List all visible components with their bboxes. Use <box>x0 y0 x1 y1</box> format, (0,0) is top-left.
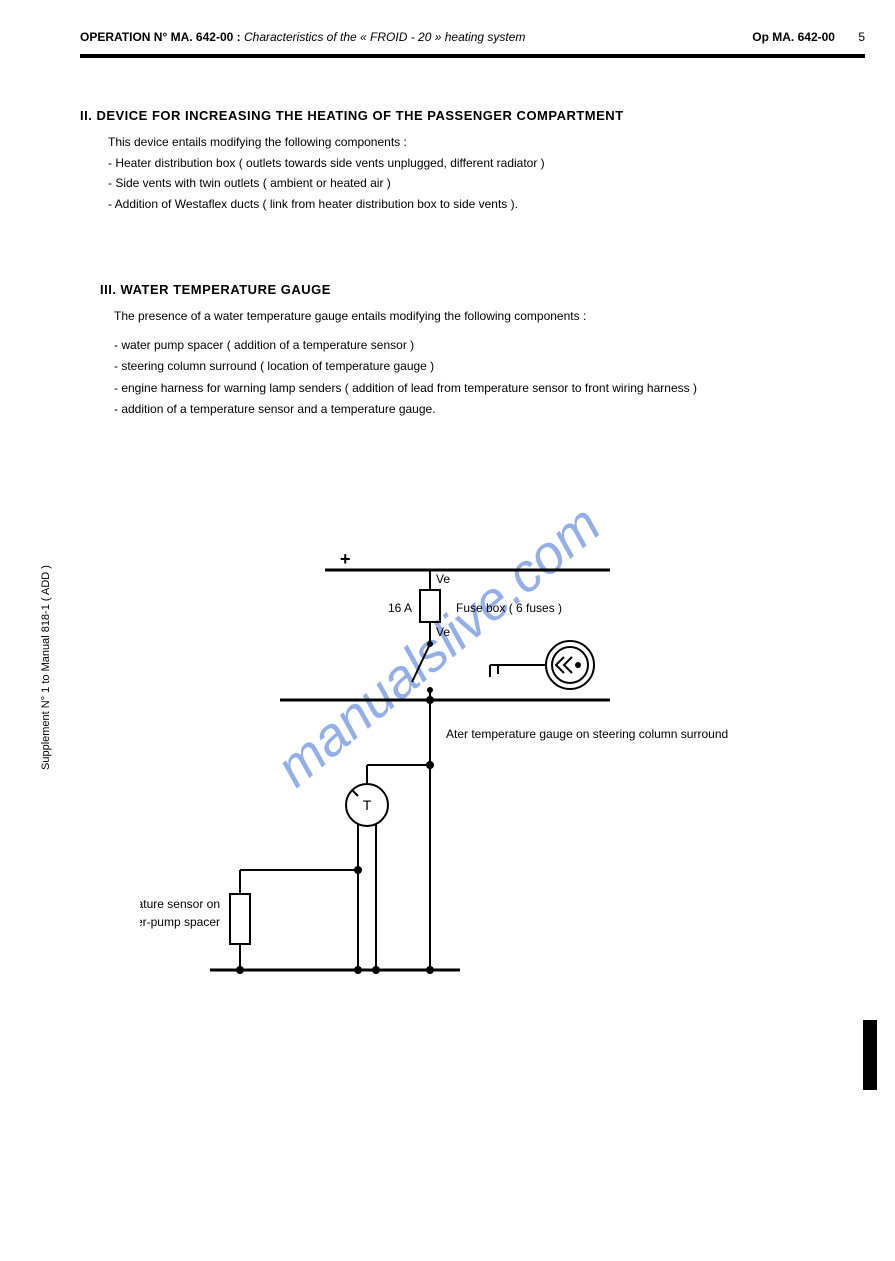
sensor-label-1: Temperature sensor on <box>140 897 220 911</box>
supplement-side-text: Supplement N° 1 to Manual 818-1 ( ADD ) <box>40 565 52 770</box>
section-heating-device: II. DEVICE FOR INCREASING THE HEATING OF… <box>80 108 865 215</box>
plus-label: + <box>340 550 351 569</box>
gauge-label: Ater temperature gauge on steering colum… <box>446 727 728 741</box>
ve-label-top: Ve <box>436 572 450 586</box>
page-number: 5 <box>858 30 865 44</box>
section2-item: - Side vents with twin outlets ( ambient… <box>108 174 865 193</box>
right-label: Op MA. 642-00 <box>752 30 835 44</box>
page-header: OPERATION N° MA. 642-00 : Characteristic… <box>80 30 865 44</box>
fuse-amp-label: 16 A <box>388 601 412 615</box>
wiring-diagram: + Ve 16 A Fuse box ( 6 fuses ) Ve <box>140 550 860 1010</box>
gauge-letter: T <box>363 797 372 813</box>
op-number: MA. 642-00 <box>171 30 234 44</box>
edge-marker <box>863 1020 877 1090</box>
section3-item: - addition of a temperature sensor and a… <box>114 400 865 419</box>
section3-title: III. WATER TEMPERATURE GAUGE <box>100 282 865 297</box>
section-water-temp-gauge: III. WATER TEMPERATURE GAUGE The presenc… <box>100 282 865 421</box>
ve-label-bottom: Ve <box>436 625 450 639</box>
header-left: OPERATION N° MA. 642-00 : Characteristic… <box>80 30 525 44</box>
section2-title: II. DEVICE FOR INCREASING THE HEATING OF… <box>80 108 865 123</box>
header-title: Characteristics of the « FROID - 20 » he… <box>244 30 525 44</box>
sensor-label-2: water-pump spacer <box>140 915 220 929</box>
section3-intro: The presence of a water temperature gaug… <box>114 307 865 326</box>
section2-item: - Heater distribution box ( outlets towa… <box>108 154 865 173</box>
section3-item: - water pump spacer ( addition of a temp… <box>114 336 865 355</box>
section2-body: This device entails modifying the follow… <box>108 133 865 213</box>
op-label: OPERATION N° <box>80 30 167 44</box>
section2-intro: This device entails modifying the follow… <box>108 133 865 152</box>
fuse-box-label: Fuse box ( 6 fuses ) <box>456 601 562 615</box>
section3-item: - engine harness for warning lamp sender… <box>114 379 865 398</box>
key-icon <box>490 641 594 689</box>
section3-item: - steering column surround ( location of… <box>114 357 865 376</box>
header-right: Op MA. 642-00 5 <box>752 30 865 44</box>
header-rule <box>80 54 865 58</box>
section3-body: The presence of a water temperature gaug… <box>114 307 865 419</box>
section2-item: - Addition of Westaflex ducts ( link fro… <box>108 195 865 214</box>
